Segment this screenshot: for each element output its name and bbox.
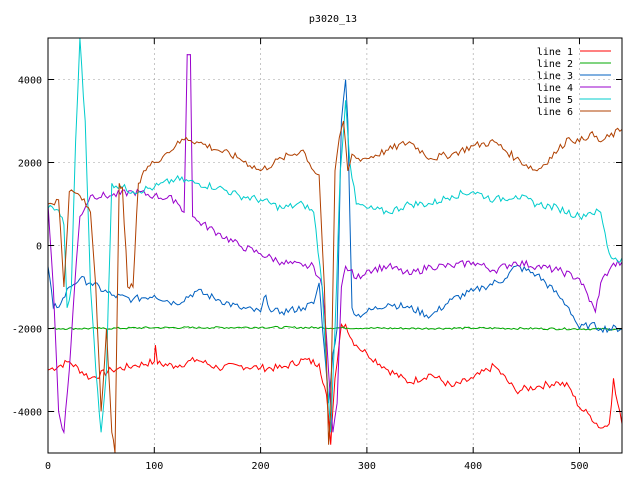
x-tick-label: 0 bbox=[45, 461, 51, 472]
y-tick-label: 0 bbox=[36, 242, 42, 253]
legend-label-1: line 1 bbox=[537, 47, 573, 58]
x-tick-label: 100 bbox=[145, 461, 163, 472]
x-tick-label: 200 bbox=[252, 461, 270, 472]
legend-label-4: line 4 bbox=[537, 83, 573, 94]
series-line-5 bbox=[48, 38, 622, 433]
plot-area bbox=[48, 38, 622, 453]
chart-title: p3020_13 bbox=[309, 14, 357, 25]
y-tick-label: -2000 bbox=[12, 325, 42, 336]
legend-label-6: line 6 bbox=[537, 107, 573, 118]
x-tick-label: 400 bbox=[464, 461, 482, 472]
axis-ticks: 0 100 200 300 400 500 -4000 -2000 0 2000 4000 bbox=[12, 38, 622, 472]
y-tick-label: -4000 bbox=[12, 408, 42, 419]
legend-label-5: line 5 bbox=[537, 95, 573, 106]
y-tick-label: 2000 bbox=[18, 159, 42, 170]
legend-label-2: line 2 bbox=[537, 59, 573, 70]
series-line-4 bbox=[48, 54, 622, 435]
x-tick-label: 500 bbox=[570, 461, 588, 472]
x-tick-label: 300 bbox=[358, 461, 376, 472]
series-line-6 bbox=[48, 120, 622, 453]
grid bbox=[48, 38, 622, 453]
y-tick-label: 4000 bbox=[18, 76, 42, 87]
legend-label-3: line 3 bbox=[537, 71, 573, 82]
series-line-1 bbox=[48, 322, 622, 445]
